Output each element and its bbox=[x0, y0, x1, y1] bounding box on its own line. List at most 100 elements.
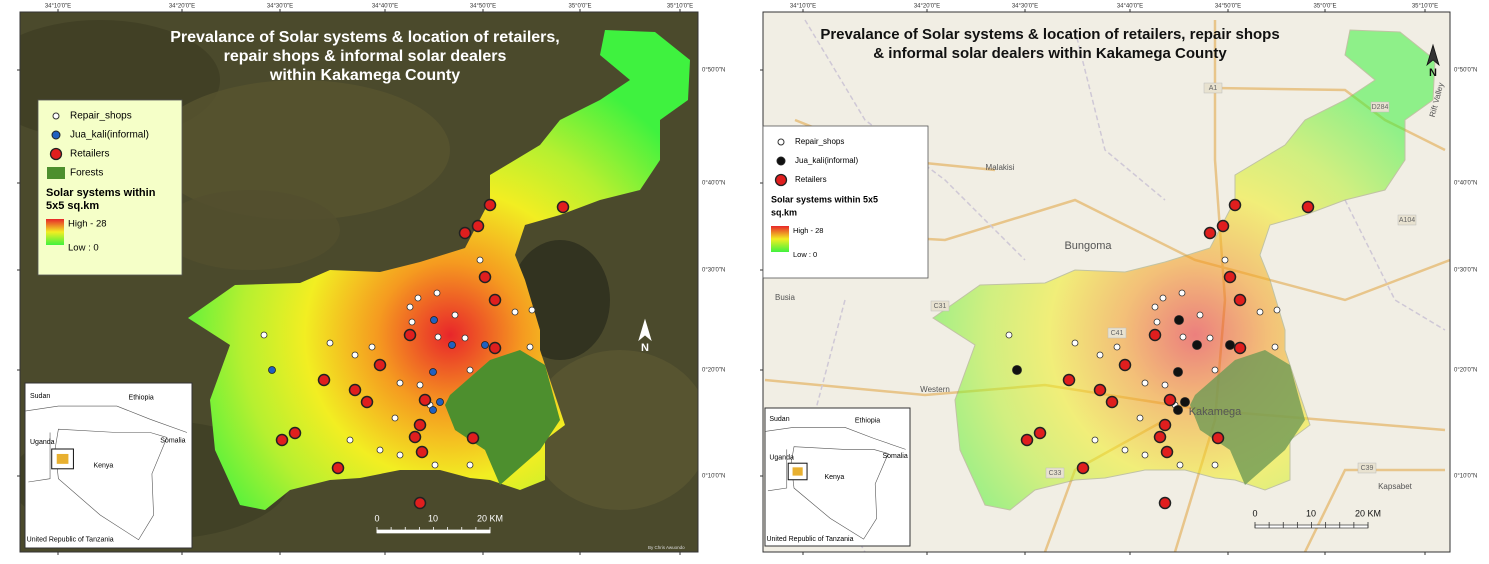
retailer bbox=[413, 496, 427, 510]
scale-label: 0 bbox=[374, 513, 379, 523]
jua-kali bbox=[1180, 397, 1190, 407]
repair-shop bbox=[1221, 256, 1229, 264]
inset-county bbox=[792, 467, 803, 476]
map-street: MalakisiBungomaBusiaKakamegaKapsabetRift… bbox=[760, 4, 1477, 555]
boundary bbox=[1074, 29, 1166, 201]
retailer bbox=[1223, 270, 1237, 284]
repair-shop bbox=[511, 308, 519, 316]
retailer bbox=[1153, 430, 1167, 444]
retailer bbox=[1158, 418, 1172, 432]
longitude-label: 34°20'0"E bbox=[914, 4, 940, 10]
longitude-label: 34°10'0"E bbox=[790, 4, 816, 10]
repair-shop bbox=[431, 461, 439, 469]
retailer bbox=[556, 200, 570, 214]
repair-shop bbox=[396, 379, 404, 387]
retailer bbox=[1233, 293, 1247, 307]
longitude-label: 34°50'0"E bbox=[470, 4, 496, 10]
road-shield bbox=[1370, 101, 1390, 113]
legend-ramp bbox=[771, 226, 789, 252]
legend-label: Repair_shops bbox=[795, 137, 844, 146]
jua-kali bbox=[436, 398, 444, 406]
jua-kali bbox=[1192, 340, 1202, 350]
retailer bbox=[373, 358, 387, 372]
repair-shop bbox=[1271, 343, 1279, 351]
retailer bbox=[288, 426, 302, 440]
scale-label: 10 bbox=[1306, 508, 1316, 518]
retailer bbox=[317, 373, 331, 387]
jua-kali bbox=[1174, 315, 1184, 325]
retailer bbox=[478, 270, 492, 284]
repair-shop bbox=[1273, 306, 1281, 314]
road-shield bbox=[1397, 214, 1417, 226]
inset-label: Uganda bbox=[30, 439, 55, 446]
repair-shop bbox=[1211, 366, 1219, 374]
place-label: Bungoma bbox=[1064, 240, 1112, 252]
inset-label: United Republic of Tanzania bbox=[27, 537, 114, 544]
county-heat bbox=[188, 30, 690, 510]
legend-low: Low : 0 bbox=[793, 250, 817, 259]
legend-label: Retailers bbox=[70, 149, 109, 160]
road-label: D284 bbox=[1372, 104, 1389, 111]
repair-shop bbox=[1121, 446, 1129, 454]
retailer bbox=[1163, 393, 1177, 407]
repair-shop bbox=[1256, 308, 1264, 316]
repair-shop bbox=[433, 289, 441, 297]
retailer bbox=[488, 341, 502, 355]
repair-shop bbox=[528, 306, 536, 314]
legend-heading: Solar systems within 5x5 bbox=[771, 194, 878, 204]
scale-label: 10 bbox=[428, 513, 438, 523]
retailer bbox=[1158, 496, 1172, 510]
legend-symbol bbox=[47, 167, 65, 179]
credit: By Chris Awuondo bbox=[648, 545, 685, 550]
repair-shop bbox=[416, 381, 424, 389]
jua-kali bbox=[1225, 340, 1235, 350]
longitude-label: 35°0'0"E bbox=[1313, 4, 1336, 10]
legend-label: Retailers bbox=[795, 175, 827, 184]
inset-label: Kenya bbox=[824, 474, 844, 481]
road-label: A104 bbox=[1399, 217, 1415, 224]
road-label: C31 bbox=[934, 303, 947, 310]
place-label: Western bbox=[920, 385, 950, 394]
road-shield bbox=[1107, 327, 1127, 339]
jua-kali bbox=[481, 341, 489, 349]
county-heat bbox=[932, 29, 1436, 511]
map-title: repair shops & informal solar dealers bbox=[224, 48, 507, 65]
repair-shop bbox=[396, 451, 404, 459]
retailer bbox=[488, 293, 502, 307]
longitude-label: 34°40'0"E bbox=[372, 4, 398, 10]
north-arrow bbox=[1426, 43, 1440, 67]
repair-shop bbox=[1071, 339, 1079, 347]
legend-symbol bbox=[49, 147, 63, 161]
longitude-label: 34°30'0"E bbox=[267, 4, 293, 10]
inset-county bbox=[56, 453, 69, 464]
scale-label: 0 bbox=[1252, 508, 1257, 518]
retailer bbox=[1062, 373, 1076, 387]
repair-shop bbox=[391, 414, 399, 422]
retailer bbox=[1160, 445, 1174, 459]
repair-shop bbox=[1113, 343, 1121, 351]
road-shield bbox=[1357, 462, 1377, 474]
latitude-label: 0°30'0"N bbox=[702, 268, 725, 274]
map-body: MalakisiBungomaBusiaKakamegaKapsabetRift… bbox=[763, 12, 1450, 552]
legend-symbol bbox=[52, 112, 60, 120]
retailer bbox=[1020, 433, 1034, 447]
inset-label: Somalia bbox=[160, 438, 185, 445]
retailer bbox=[1203, 226, 1217, 240]
retailer bbox=[1093, 383, 1107, 397]
inset-label: Sudan bbox=[30, 393, 50, 400]
legend-heading: 5x5 sq.km bbox=[46, 200, 99, 212]
retailer bbox=[1228, 198, 1242, 212]
repair-shop bbox=[1151, 303, 1159, 311]
longitude-label: 35°10'0"E bbox=[1412, 4, 1438, 10]
repair-shop bbox=[461, 334, 469, 342]
jua-kali bbox=[268, 366, 276, 374]
retailer bbox=[1118, 358, 1132, 372]
legend-low: Low : 0 bbox=[68, 243, 99, 254]
inset-label: Somalia bbox=[882, 453, 907, 460]
map-body bbox=[20, 12, 698, 552]
map-title: Prevalance of Solar systems & location o… bbox=[820, 26, 1279, 43]
north-label: N bbox=[1429, 67, 1437, 79]
longitude-label: 35°0'0"E bbox=[568, 4, 591, 10]
repair-shop bbox=[1176, 461, 1184, 469]
terrain bbox=[160, 190, 340, 270]
